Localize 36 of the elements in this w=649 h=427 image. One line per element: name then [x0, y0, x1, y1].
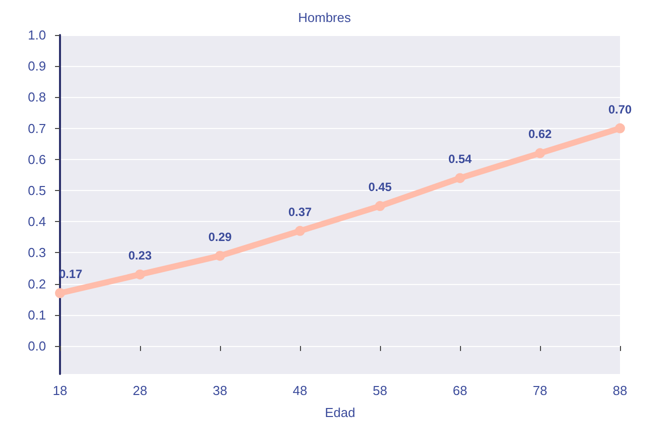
y-tick-label: 0.5: [28, 183, 46, 198]
x-tick-label: 58: [372, 383, 388, 398]
x-tick-label: 38: [212, 383, 228, 398]
data-label: 0.70: [608, 102, 632, 116]
point: [375, 201, 385, 212]
point: [455, 173, 465, 184]
y-tick-label: 1.0: [28, 28, 46, 42]
point: [295, 226, 305, 236]
x-tick-label: 88: [612, 383, 628, 398]
x-tick-label: 68: [452, 383, 468, 398]
y-tick-label: 0.0: [28, 338, 46, 354]
y-tick-label: 0.9: [28, 58, 46, 74]
data-label: 0.37: [288, 204, 312, 219]
y-tick-label: 0.1: [28, 307, 46, 322]
point: [55, 288, 65, 298]
data-label: 0.23: [128, 248, 152, 262]
x-tick-label: 78: [532, 383, 548, 398]
x-tick-label: 18: [52, 383, 68, 398]
y-tick-label: 0.3: [28, 245, 46, 260]
x-tick-label: 28: [132, 383, 148, 398]
chart-title: Hombres: [298, 10, 352, 25]
y-tick-label: 0.8: [28, 90, 46, 105]
data-label: 0.45: [368, 180, 392, 194]
y-tick-label: 0.6: [28, 152, 46, 167]
point: [615, 123, 625, 134]
data-label: 0.62: [528, 127, 552, 142]
y-tick-label: 0.7: [28, 120, 46, 136]
x-axis-title: Edad: [324, 405, 356, 420]
y-tick-label: 0.2: [28, 276, 46, 292]
data-label: 0.29: [208, 230, 232, 244]
point: [535, 148, 545, 158]
x-tick-label: 48: [292, 383, 308, 398]
data-label: 0.54: [448, 152, 472, 166]
point: [215, 250, 225, 261]
point: [135, 269, 145, 280]
y-tick-label: 0.4: [28, 214, 46, 230]
